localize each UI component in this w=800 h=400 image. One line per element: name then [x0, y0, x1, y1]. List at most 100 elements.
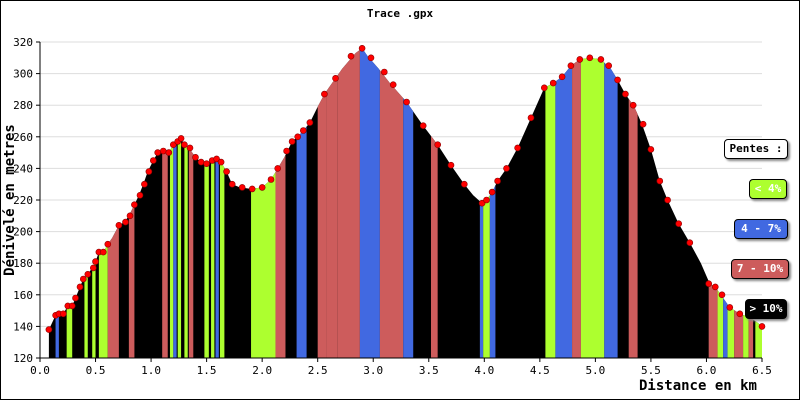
marker-11 [92, 258, 99, 265]
marker-77 [622, 90, 629, 98]
x-tick-label-5: 2.5 [308, 364, 328, 377]
marker-49 [321, 90, 328, 98]
legend-title: Pentes : [724, 139, 788, 159]
y-tick-label-4: 200 [13, 226, 33, 239]
marker-32 [197, 158, 205, 166]
marker-8 [80, 275, 87, 283]
legend-item-4-7: 4 - 7% [734, 219, 788, 239]
slope-band-30 [545, 48, 556, 358]
x-tick-label-0: 0.0 [30, 364, 50, 377]
x-tick-label-9: 4.5 [530, 364, 550, 377]
y-tick-label-5: 220 [13, 194, 33, 207]
marker-51 [347, 52, 355, 60]
marker-69 [549, 79, 557, 87]
marker-88 [726, 304, 734, 311]
legend-item-7-10: 7 - 10% [731, 259, 789, 279]
marker-67 [527, 114, 535, 122]
marker-81 [656, 177, 664, 185]
slope-band-9 [173, 48, 177, 358]
slope-band-18 [275, 48, 286, 358]
slope-band-20 [317, 48, 327, 358]
y-tick-label-10: 320 [13, 36, 33, 49]
slope-band-31 [555, 48, 573, 358]
x-tick-label-7: 3.5 [419, 364, 439, 377]
x-tick-label-11: 5.5 [641, 364, 661, 377]
marker-58 [434, 141, 442, 148]
marker-9 [84, 270, 92, 278]
marker-68 [540, 84, 548, 92]
marker-64 [494, 177, 501, 185]
slope-band-21 [326, 48, 338, 358]
x-tick-label-4: 2.0 [252, 364, 272, 377]
slope-band-23 [359, 48, 380, 358]
marker-85 [705, 280, 713, 288]
marker-21 [145, 168, 153, 175]
marker-57 [419, 122, 427, 129]
x-tick-label-2: 1.0 [141, 364, 161, 377]
marker-19 [136, 192, 144, 199]
marker-5 [68, 302, 76, 310]
marker-78 [629, 101, 637, 109]
marker-47 [299, 127, 307, 134]
marker-61 [478, 199, 486, 207]
slope-band-32 [572, 48, 581, 358]
marker-13 [100, 248, 107, 256]
y-tick-label-0: 120 [13, 352, 33, 365]
marker-59 [447, 161, 455, 169]
marker-91 [758, 323, 766, 330]
marker-48 [306, 119, 314, 126]
marker-30 [186, 144, 194, 152]
legend-item-lt4: < 4% [749, 179, 787, 199]
marker-55 [389, 81, 397, 88]
marker-80 [647, 146, 655, 153]
marker-17 [126, 212, 134, 220]
y-tick-label-1: 140 [13, 320, 33, 333]
marker-14 [104, 240, 112, 248]
y-tick-label-9: 300 [13, 68, 33, 81]
marker-86 [711, 283, 719, 291]
x-tick-label-8: 4.0 [474, 364, 494, 377]
marker-50 [332, 75, 339, 82]
x-tick-label-3: 1.5 [197, 364, 217, 377]
slope-band-29 [489, 48, 496, 358]
y-axis-label: Dénivelé en metres [2, 124, 18, 276]
y-tick-label-7: 260 [13, 131, 33, 144]
x-tick-label-6: 3.0 [363, 364, 383, 377]
marker-63 [488, 188, 496, 196]
marker-29 [181, 141, 188, 148]
marker-89 [736, 310, 744, 318]
marker-45 [288, 138, 296, 145]
slope-band-8 [169, 48, 174, 358]
slope-band-24 [379, 48, 404, 358]
axes: 120 140 160 180 200 220 240 260 280 300 320 0.0 0.5 1… [13, 36, 772, 377]
legend-item-gt10: > 10% [745, 299, 787, 319]
marker-3 [59, 310, 67, 318]
slope-band-26 [430, 48, 438, 358]
slope-band-16 [219, 48, 225, 358]
y-tick-label-2: 160 [13, 289, 33, 302]
x-tick-label-10: 5.0 [585, 364, 605, 377]
marker-65 [503, 165, 510, 172]
slope-band-35 [628, 48, 638, 358]
marker-66 [514, 144, 521, 152]
marker-74 [597, 56, 605, 63]
marker-73 [586, 54, 594, 62]
marker-40 [248, 185, 256, 193]
x-tick-label-12: 6.0 [697, 364, 717, 377]
slope-band-10 [177, 48, 182, 358]
slope-band-7 [162, 48, 168, 358]
slope-band-25 [403, 48, 414, 358]
marker-22 [150, 157, 157, 164]
slope-band-33 [580, 48, 605, 358]
marker-44 [283, 147, 290, 155]
marker-24 [160, 147, 167, 155]
marker-54 [380, 68, 388, 76]
marker-53 [367, 54, 375, 62]
marker-26 [170, 141, 177, 148]
slope-band-15 [215, 48, 219, 358]
slope-band-13 [204, 48, 209, 358]
slope-band-22 [337, 48, 360, 358]
marker-28 [177, 135, 185, 142]
marker-31 [192, 154, 199, 161]
marker-71 [567, 62, 575, 69]
